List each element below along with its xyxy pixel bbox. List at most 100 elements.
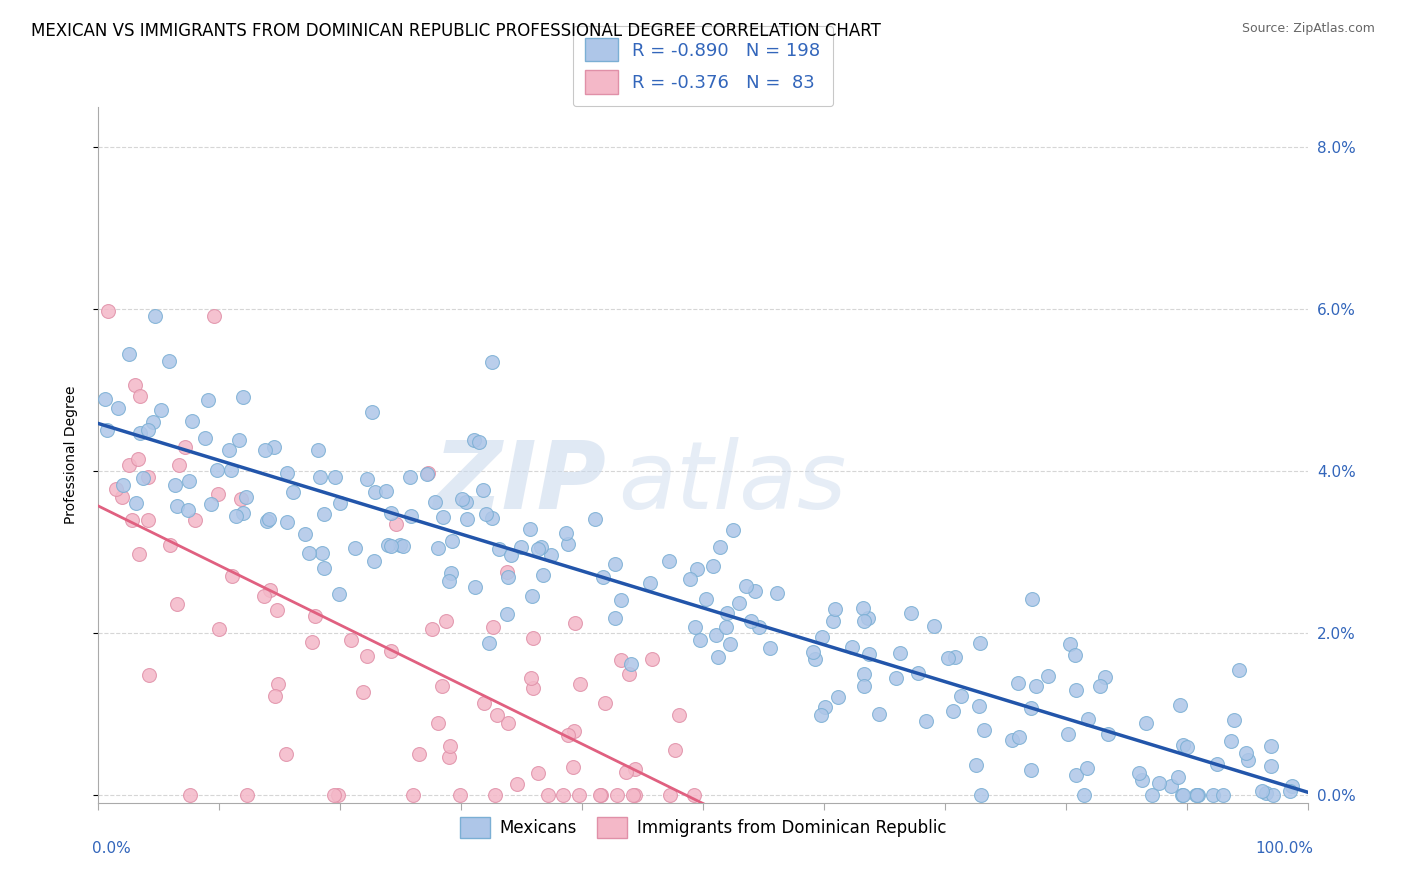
Point (415, 467, 437, 482)
Point (1019, 701, 1042, 715)
Point (485, 707, 508, 722)
Point (294, 527, 316, 541)
Point (253, 589, 276, 603)
Point (721, 523, 744, 537)
Point (1130, 773, 1153, 788)
Point (1076, 712, 1098, 726)
Point (207, 622, 229, 636)
Point (263, 440, 285, 454)
Point (426, 715, 449, 730)
Point (478, 636, 501, 650)
Point (1064, 683, 1087, 698)
Point (1097, 727, 1119, 741)
Point (430, 679, 453, 693)
Point (1212, 788, 1234, 802)
Point (374, 483, 396, 498)
Point (97, 304, 120, 318)
Point (236, 788, 259, 802)
Point (824, 602, 846, 616)
Point (949, 689, 972, 703)
Point (907, 665, 929, 680)
Point (551, 788, 574, 802)
Point (221, 569, 243, 583)
Point (267, 676, 290, 690)
Point (522, 632, 544, 646)
Point (326, 788, 349, 802)
Point (922, 619, 945, 633)
Point (1064, 767, 1087, 781)
Point (194, 431, 217, 445)
Point (205, 463, 228, 477)
Point (1059, 637, 1081, 651)
Point (709, 541, 731, 555)
Point (624, 788, 647, 802)
Point (432, 510, 454, 524)
Point (232, 390, 254, 404)
Point (610, 653, 633, 667)
Point (177, 475, 200, 489)
Point (606, 788, 628, 802)
Point (312, 507, 335, 521)
Point (702, 558, 724, 573)
Point (1279, 783, 1302, 797)
Point (1260, 759, 1282, 773)
Point (682, 788, 704, 802)
Point (174, 440, 197, 454)
Point (142, 415, 165, 429)
Point (125, 496, 148, 510)
Point (1187, 788, 1209, 802)
Point (1160, 779, 1182, 793)
Point (495, 566, 517, 580)
Point (589, 788, 612, 802)
Point (253, 443, 276, 458)
Point (451, 491, 474, 506)
Point (464, 580, 486, 594)
Point (1007, 676, 1029, 690)
Point (179, 788, 201, 802)
Point (157, 354, 180, 368)
Point (658, 554, 681, 568)
Point (440, 533, 463, 548)
Point (938, 651, 960, 665)
Point (309, 470, 332, 484)
Point (380, 506, 402, 520)
Point (498, 570, 520, 584)
Point (482, 620, 505, 634)
Point (1001, 733, 1024, 747)
Point (127, 452, 149, 467)
Point (1281, 779, 1303, 793)
Point (385, 517, 408, 532)
Point (592, 570, 614, 584)
Point (207, 487, 229, 501)
Point (231, 492, 253, 507)
Point (484, 788, 506, 802)
Point (257, 512, 280, 526)
Point (506, 777, 529, 791)
Point (1090, 679, 1112, 693)
Point (714, 620, 737, 634)
Point (256, 514, 278, 528)
Point (352, 684, 374, 698)
Point (437, 574, 460, 588)
Point (471, 483, 494, 497)
Point (356, 649, 378, 664)
Point (420, 622, 443, 636)
Point (436, 615, 458, 629)
Point (1140, 788, 1163, 802)
Point (1260, 739, 1282, 753)
Text: Source: ZipAtlas.com: Source: ZipAtlas.com (1241, 22, 1375, 36)
Point (969, 636, 991, 650)
Point (481, 355, 503, 369)
Text: atlas: atlas (619, 437, 846, 528)
Point (1128, 766, 1150, 780)
Point (685, 620, 707, 634)
Point (200, 498, 222, 512)
Point (509, 540, 531, 554)
Point (803, 652, 825, 666)
Point (402, 788, 425, 802)
Point (128, 389, 150, 403)
Point (1076, 761, 1098, 775)
Point (1008, 730, 1031, 744)
Point (298, 546, 321, 560)
Point (641, 652, 664, 666)
